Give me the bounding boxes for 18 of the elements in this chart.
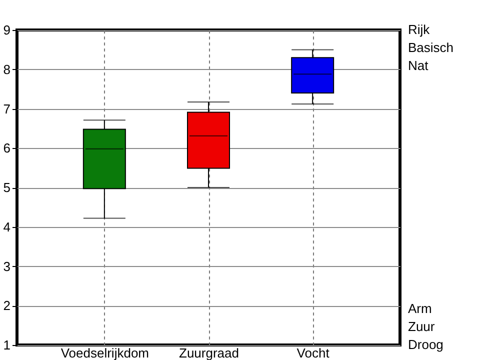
text: Basisch	[408, 40, 454, 55]
text: Arm	[408, 301, 432, 316]
text: Zuur	[408, 319, 436, 334]
text: Rijk	[408, 22, 430, 37]
y-tick-label: 5	[3, 180, 10, 195]
y-tick-label: 4	[3, 219, 10, 234]
text: Nat	[408, 58, 429, 73]
y-tick-label: 8	[3, 62, 10, 77]
y-tick-label: 3	[3, 258, 10, 274]
y-tick-label: 2	[3, 298, 10, 314]
y-tick-label: 7	[3, 101, 10, 116]
text: Droog	[408, 337, 444, 352]
y-tick-label: 6	[3, 140, 10, 156]
x-tick-label: Voedselrijkdom	[60, 346, 149, 360]
y-tick-label: 1	[3, 338, 10, 352]
x-tick-label: Zuurgraad	[179, 346, 239, 360]
x-tick-label: Vocht	[296, 346, 330, 360]
y-tick-label: 9	[3, 22, 10, 38]
